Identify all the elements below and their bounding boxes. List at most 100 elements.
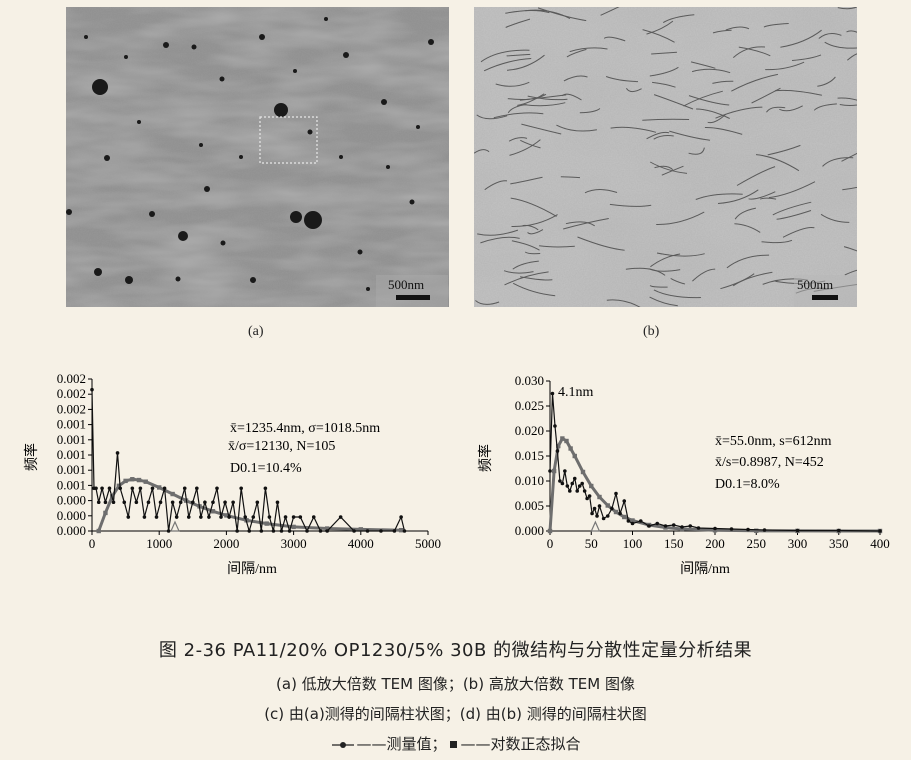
measured-point: [239, 486, 243, 491]
platelet: [817, 76, 836, 87]
platelet: [683, 90, 723, 107]
measured-point: [207, 515, 211, 519]
platelet: [772, 201, 812, 216]
platelet: [755, 154, 800, 172]
platelet: [653, 135, 674, 140]
platelet: [509, 139, 541, 156]
measured-point: [795, 528, 800, 533]
platelet: [691, 68, 731, 74]
platelet: [654, 165, 674, 171]
measured-point: [122, 500, 127, 505]
platelet: [779, 105, 803, 112]
y-tick-label: 0.000: [57, 523, 86, 538]
y-axis-label: 频率: [23, 443, 40, 471]
measured-point: [582, 489, 587, 493]
platelet: [842, 186, 857, 191]
platelet: [839, 104, 857, 106]
fit-point: [622, 514, 627, 520]
fit-point: [358, 527, 363, 532]
measured-point: [680, 525, 684, 529]
x-tick-label: 300: [788, 536, 808, 551]
platelet: [563, 75, 588, 82]
figure-title: 图 2-36 PA11/20% OP1230/5% 30B 的微结构与分散性定量…: [158, 640, 753, 661]
fit-point: [613, 509, 619, 515]
fit-point: [157, 485, 162, 490]
legend-fit-label: ——对数正态拟合: [460, 735, 581, 753]
platelet: [734, 223, 761, 233]
x-tick-label: 50: [585, 536, 598, 551]
fit-point: [551, 468, 557, 474]
platelet: [765, 61, 805, 71]
platelet: [579, 108, 601, 114]
x-tick-label: 0: [89, 536, 96, 551]
measured-point: [729, 527, 734, 531]
caption-legend: ——测量值； ——对数正态拟合: [0, 733, 911, 754]
platelet: [625, 88, 642, 93]
platelet: [712, 80, 734, 84]
platelet: [768, 181, 816, 199]
measured-point: [283, 515, 288, 519]
tem-image-low-magnification: 500nm: [66, 7, 449, 307]
platelet: [766, 106, 786, 113]
platelet: [712, 29, 732, 34]
stats-annotation: 4.1nm: [558, 385, 594, 400]
fit-point: [325, 526, 330, 531]
platelet: [720, 273, 755, 290]
measured-point: [647, 524, 651, 528]
legend-measured-label: ——测量值；: [356, 735, 447, 753]
platelet: [824, 41, 857, 49]
tem-image-b-canvas: [474, 7, 857, 307]
y-tick-label: 0.005: [515, 498, 544, 513]
platelet: [669, 130, 711, 141]
y-tick-label: 0.025: [515, 398, 544, 413]
platelet: [670, 277, 686, 285]
measured-point: [223, 500, 227, 505]
platelet: [763, 23, 789, 28]
tem-image-a-canvas: [66, 7, 449, 307]
chart-c-svg: 0 1000 2000 3000 4000 50000.0000.0000.0000.00…: [23, 371, 441, 577]
measured-point: [142, 515, 147, 519]
measured-point: [162, 486, 167, 491]
platelet: [695, 193, 743, 200]
y-tick-label: 0.000: [515, 523, 544, 538]
measured-point: [572, 476, 577, 481]
measured-point: [247, 529, 252, 533]
platelet: [846, 53, 857, 61]
tem-image-high-magnification: 500nm: [474, 7, 857, 307]
measured-point: [696, 526, 701, 530]
x-axis-label: 间隔/nm: [680, 561, 730, 577]
measured-point: [836, 528, 841, 533]
measured-point: [255, 500, 260, 505]
x-tick-label: 5000: [415, 536, 441, 551]
measured-point: [595, 514, 599, 518]
measured-point: [592, 506, 597, 511]
measured-point: [878, 529, 882, 533]
chart-d-svg: 0 50 100 150 200 250 300 350 400 0.000 0.005 0.010 0…: [477, 373, 890, 577]
platelet: [556, 124, 597, 132]
measured-point: [166, 529, 171, 533]
measured-point: [553, 424, 557, 428]
measured-marker-icon: [332, 741, 355, 748]
measured-point: [186, 515, 191, 519]
measured-point: [158, 500, 163, 505]
fit-point: [123, 478, 128, 484]
platelet: [688, 95, 730, 106]
platelet: [642, 118, 690, 121]
platelet: [767, 144, 801, 156]
measured-point: [318, 529, 323, 533]
fit-point: [580, 469, 586, 475]
platelet: [837, 7, 857, 10]
platelet: [563, 218, 609, 230]
measured-point: [626, 519, 631, 523]
platelet: [474, 149, 490, 154]
platelet: [566, 48, 587, 58]
platelet: [690, 61, 716, 69]
platelet: [522, 224, 539, 231]
platelet: [476, 114, 508, 120]
fit-point: [679, 526, 685, 532]
measured-point: [259, 529, 264, 533]
measured-point: [96, 500, 101, 505]
y-tick-label: 0.000: [57, 493, 86, 508]
platelet: [480, 49, 530, 63]
platelet: [505, 18, 531, 28]
